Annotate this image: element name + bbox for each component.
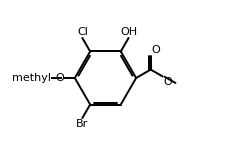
Text: O: O xyxy=(151,46,160,56)
Text: O: O xyxy=(163,77,172,87)
Text: Br: Br xyxy=(76,119,89,129)
Text: OH: OH xyxy=(120,27,137,37)
Text: O: O xyxy=(55,73,64,83)
Text: methyl: methyl xyxy=(12,73,51,83)
Text: Cl: Cl xyxy=(77,27,88,37)
